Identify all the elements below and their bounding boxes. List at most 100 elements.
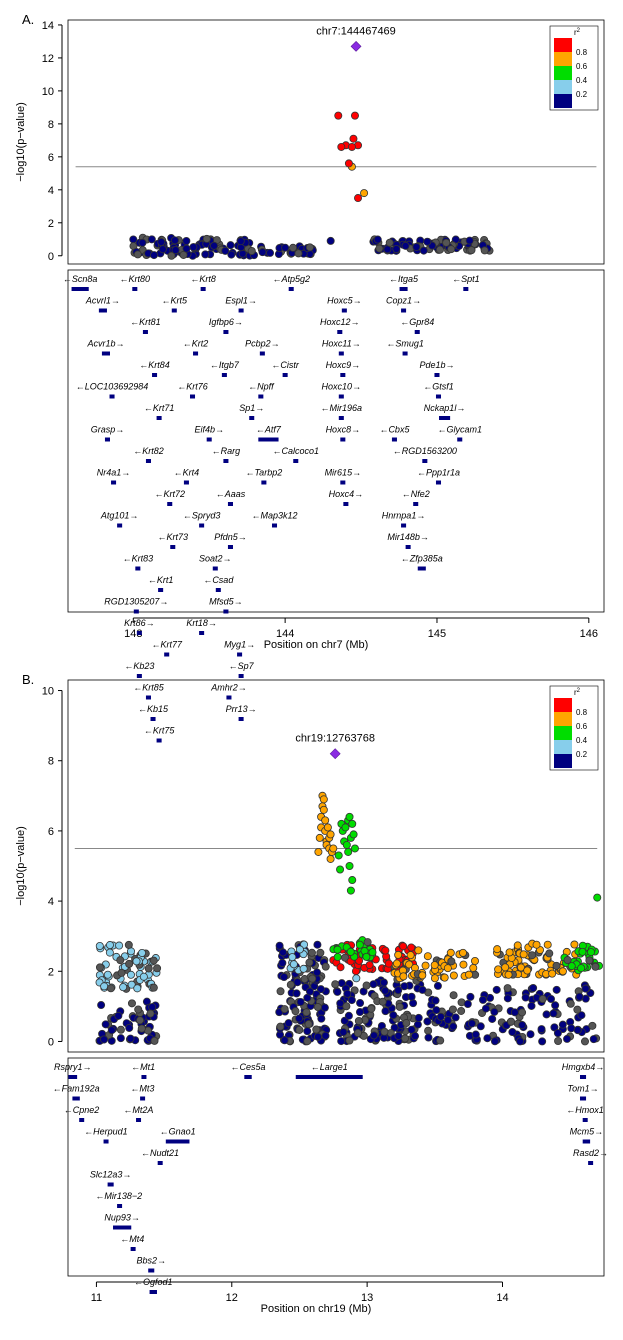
x-tick-label: 144 xyxy=(276,628,294,640)
snp-point xyxy=(319,795,328,804)
snp-point xyxy=(296,997,305,1006)
snp-point xyxy=(139,972,148,981)
gene-tarbp2: ←Tarbp2 xyxy=(246,468,282,485)
legend-label: 0.2 xyxy=(576,750,588,759)
snp-point xyxy=(116,1034,125,1043)
gene-arrow: ← xyxy=(271,360,280,370)
snp-point xyxy=(350,844,359,853)
gene-exon xyxy=(579,1075,587,1079)
snp-point xyxy=(100,1035,109,1044)
gene-label: ←Mt3 xyxy=(130,1084,154,1094)
snp-point xyxy=(467,246,476,255)
gene-csad: ←Csad xyxy=(203,575,234,592)
gene-nr4a1: Nr4a1→ xyxy=(97,468,131,485)
gene-arrow: ← xyxy=(229,661,238,671)
snp-point xyxy=(518,1021,527,1030)
gene-name: Espl1 xyxy=(225,296,248,306)
gene-krt5: ←Krt5 xyxy=(162,296,189,313)
snp-point xyxy=(305,243,314,252)
gene-arrow: ← xyxy=(95,1191,104,1201)
gene-arrow: → xyxy=(271,339,280,349)
snp-point xyxy=(513,941,522,950)
snp-point xyxy=(528,951,537,960)
gene-arrow: ← xyxy=(133,446,142,456)
gene-arrow: ← xyxy=(76,382,85,392)
gene-exon xyxy=(435,480,442,485)
gene-name: Hoxc9 xyxy=(326,360,352,370)
gene-label: Rspry1→ xyxy=(54,1062,92,1072)
gene-arrow: ← xyxy=(190,274,199,284)
gene-scn8a: ←Scn8a xyxy=(63,274,97,291)
gene-krt2: ←Krt2 xyxy=(183,339,208,356)
snp-point xyxy=(465,236,474,245)
gene-exon xyxy=(588,1161,594,1165)
gene-sp1: Sp1→ xyxy=(239,403,264,420)
snp-point xyxy=(552,961,561,970)
gene-arrow: → xyxy=(353,296,362,306)
gene-label: Nr4a1→ xyxy=(97,468,131,478)
gene-arrow: ← xyxy=(158,532,167,542)
gene-exon xyxy=(237,652,243,657)
gene-arrow: → xyxy=(238,683,247,693)
snp-point xyxy=(538,995,547,1004)
gene-nudt21: ←Nudt21 xyxy=(141,1148,179,1165)
snp-point xyxy=(288,953,297,962)
gene-itga5: ←Itga5 xyxy=(389,274,419,291)
gene-exon xyxy=(457,437,463,442)
gene-label: Soat2→ xyxy=(199,554,232,564)
gene-label: ←Nudt21 xyxy=(141,1148,179,1158)
gene-arrow: → xyxy=(594,1127,603,1137)
gene-name: Mcm5 xyxy=(570,1127,595,1137)
snp-point xyxy=(314,847,323,856)
snp-point xyxy=(305,958,314,967)
snp-point xyxy=(210,241,219,250)
snp-point xyxy=(117,968,126,977)
gene-label: ←Krt5 xyxy=(162,296,189,306)
gene-name: Hoxc4 xyxy=(329,489,355,499)
gene-name: Large1 xyxy=(320,1062,348,1072)
y-tick-label: 12 xyxy=(42,53,54,65)
gene-name: Krt18 xyxy=(186,618,208,628)
gene-smug1: ←Smug1 xyxy=(386,339,424,356)
gene-arrow: → xyxy=(131,1213,140,1223)
gene-arrow: ← xyxy=(151,640,160,650)
gene-label: Sp1→ xyxy=(239,403,264,413)
gene-label: ←Map3k12 xyxy=(251,511,297,521)
snp-point xyxy=(449,1022,458,1031)
snp-point xyxy=(344,1011,353,1020)
gene-krt18: Krt18→ xyxy=(186,618,217,635)
gene-label: Hoxc4→ xyxy=(329,489,364,499)
gene-arrow: ← xyxy=(138,704,147,714)
snp-point xyxy=(381,946,390,955)
snp-point xyxy=(443,964,452,973)
gene-label: Pfdn5→ xyxy=(214,532,247,542)
y-tick-label: 4 xyxy=(48,185,54,197)
snp-point xyxy=(326,854,335,863)
gene-label: ←Calcoco1 xyxy=(272,446,319,456)
gene-label: ←Krt8 xyxy=(190,274,216,284)
snp-point xyxy=(577,964,586,973)
snp-point xyxy=(369,1031,378,1040)
gene-name: Pcbp2 xyxy=(245,339,271,349)
gene-label: Mir148b→ xyxy=(387,532,429,542)
gene-exon xyxy=(145,695,151,700)
gene-label: ←Krt76 xyxy=(177,382,208,392)
gene-arrow: ← xyxy=(386,339,395,349)
snp-point xyxy=(337,1037,346,1046)
gene-arrow: ← xyxy=(120,274,129,284)
snp-point xyxy=(447,957,456,966)
gene-arrow: → xyxy=(412,296,421,306)
y-tick-label: 6 xyxy=(48,826,54,838)
y-tick-label: 2 xyxy=(48,966,54,978)
snp-point xyxy=(333,953,342,962)
snp-point xyxy=(392,959,401,968)
gene-label: Mfsd5→ xyxy=(209,597,243,607)
gene-exon xyxy=(340,373,346,377)
gene-exon xyxy=(391,437,397,442)
gene-label: Copz1→ xyxy=(386,296,421,306)
gene-arrow: ← xyxy=(402,489,411,499)
gene-exon xyxy=(104,437,110,442)
gene-label: Grasp→ xyxy=(91,425,125,435)
snp-point xyxy=(458,948,467,957)
gene-name: RGD1563200 xyxy=(402,446,457,456)
